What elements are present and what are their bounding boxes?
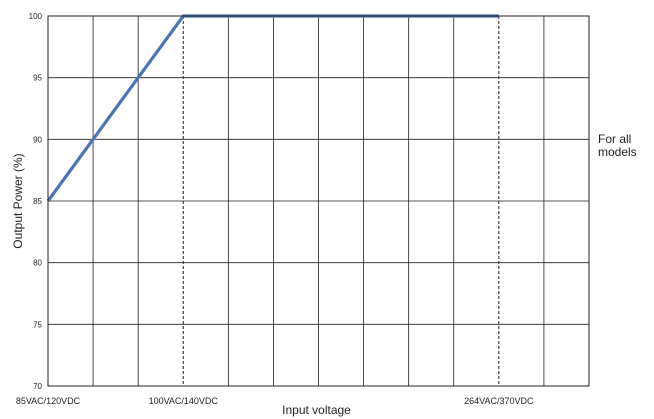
x-tick-label: 85VAC/120VDC: [16, 396, 81, 406]
x-tick-labels: 85VAC/120VDC 100VAC/140VDC 264VAC/370VDC: [16, 396, 534, 406]
y-tick-label: 75: [33, 320, 42, 329]
y-tick-label: 90: [33, 135, 42, 144]
y-axis-title: Output Power (%): [11, 153, 25, 248]
y-tick-label: 80: [33, 259, 42, 268]
y-tick-label: 70: [33, 382, 42, 391]
plot-frame: [47, 15, 590, 387]
y-tick-label: 95: [33, 74, 42, 83]
models-note-line-1: For all: [598, 132, 632, 146]
models-note-line-2: models: [598, 145, 637, 159]
grid-lines: [48, 16, 589, 386]
y-tick-labels: 70 75 80 85 90 95 100: [29, 12, 43, 391]
x-axis-title: Input voltage: [282, 403, 351, 417]
y-tick-label: 85: [33, 197, 42, 206]
x-tick-label: 264VAC/370VDC: [464, 396, 534, 406]
y-tick-label: 100: [29, 12, 43, 21]
models-note: For all models: [598, 133, 637, 159]
x-tick-label: 100VAC/140VDC: [149, 396, 219, 406]
